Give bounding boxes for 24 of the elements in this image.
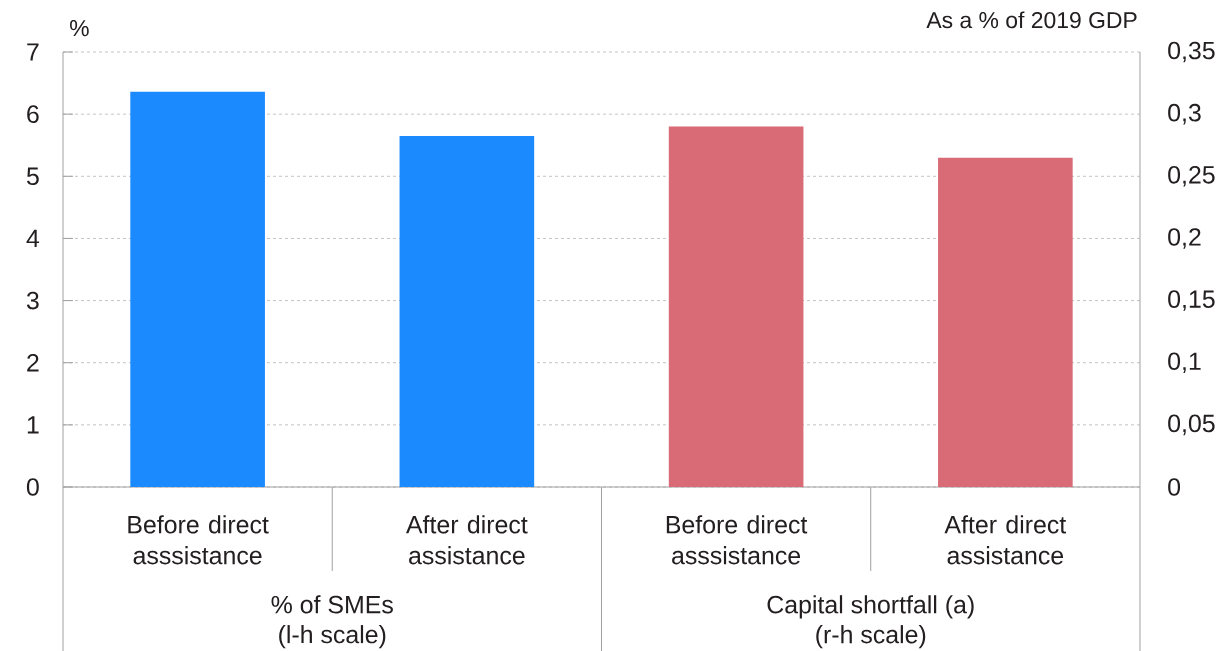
y2-tick-label: 0,35 — [1168, 41, 1215, 63]
x-tick-label: Before direct asssistance — [128, 515, 269, 565]
y-tick-label: 2 — [27, 354, 39, 372]
text: Capital shortfall (a) (r-h scale) — [767, 595, 974, 649]
y2-tick-label: 0,3 — [1168, 103, 1201, 125]
text: % of SMEs (l-h scale) — [271, 595, 393, 649]
x-tick-label: After direct assistance — [406, 515, 528, 565]
y-tick-label: 5 — [26, 167, 39, 185]
y2-tick-label: 0,2 — [1168, 228, 1201, 249]
y-tick-label: 7 — [27, 43, 39, 61]
y2-tick-label: 0,05 — [1168, 414, 1215, 436]
y2-tick-label: 0,1 — [1168, 352, 1201, 373]
x-tick-label: After direct assistance — [944, 515, 1067, 565]
y-tick-label: 4 — [26, 229, 40, 247]
y2-tick-label: 0,25 — [1168, 165, 1215, 187]
y-tick-label: 3 — [26, 291, 39, 310]
y-tick-label: 1 — [27, 416, 39, 434]
x-tick-label: Before direct asssistance — [666, 515, 808, 565]
y2-axis-title: As a % of 2019 GDP — [926, 11, 1137, 29]
y2-tick-label: 0,15 — [1168, 290, 1215, 311]
y-axis-title: % — [70, 20, 89, 37]
y-tick-label: 6 — [27, 105, 39, 123]
y-tick-label: 0 — [26, 478, 39, 496]
y2-tick-label: 0 — [1168, 478, 1181, 496]
